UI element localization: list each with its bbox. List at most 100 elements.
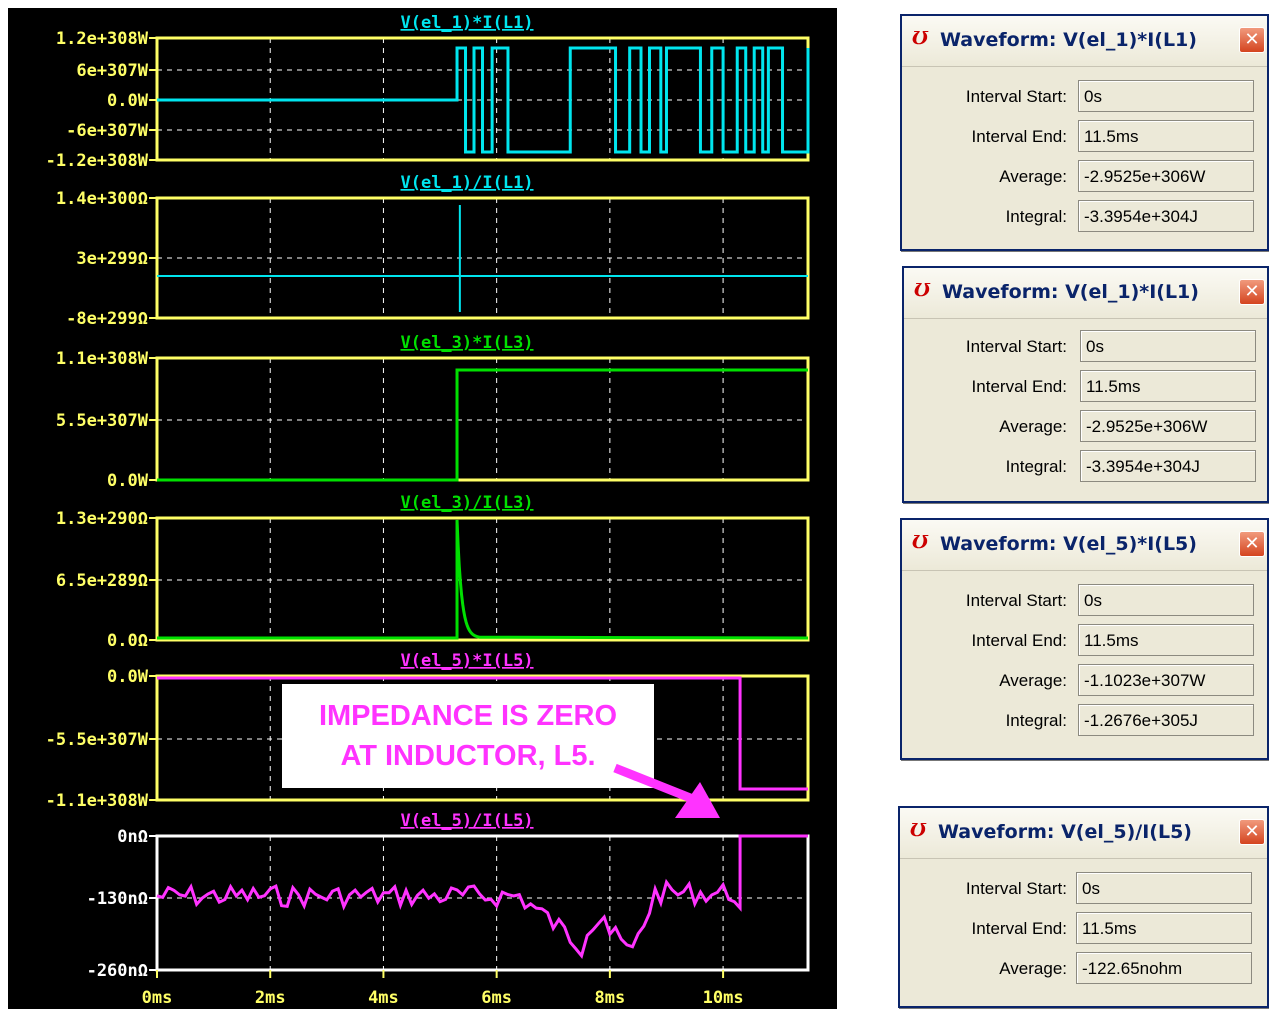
- average-row: Average: -2.9525e+306W: [902, 160, 1267, 192]
- interval-end-label: Interval End:: [971, 919, 1067, 938]
- y-tick-label: 6e+307W: [76, 61, 148, 81]
- dialog-title: Waveform: V(el_5)/I(L5): [938, 821, 1192, 843]
- interval-end-field[interactable]: 11.5ms: [1080, 370, 1256, 402]
- average-label: Average:: [999, 167, 1067, 186]
- pane-title-1: V(el_1)*I(L1): [400, 13, 533, 33]
- interval-end-row: Interval End: 11.5ms: [900, 912, 1267, 944]
- average-field[interactable]: -2.9525e+306W: [1078, 160, 1254, 192]
- pane-title-2: V(el_1)/I(L1): [400, 173, 533, 193]
- y-tick-label: -5.5e+307W: [46, 730, 149, 750]
- dialog-title: Waveform: V(el_5)*I(L5): [940, 533, 1197, 555]
- y-tick-label: 1.3e+290Ω: [56, 509, 148, 529]
- y-tick-label: 0.0W: [107, 91, 149, 111]
- y-tick-label: 0.0Ω: [107, 631, 148, 651]
- close-button[interactable]: ✕: [1239, 819, 1265, 845]
- pane-title-5: V(el_5)*I(L5): [400, 651, 533, 671]
- plot-background: [8, 8, 837, 1009]
- interval-start-label: Interval Start:: [965, 87, 1067, 106]
- annotation-box: [282, 684, 654, 788]
- integral-row: Integral: -1.2676e+305J: [902, 704, 1267, 736]
- interval-start-field[interactable]: 0s: [1078, 80, 1254, 112]
- integral-label: Integral:: [1005, 207, 1067, 226]
- interval-start-row: Interval Start: 0s: [902, 80, 1267, 112]
- average-label: Average:: [999, 959, 1067, 978]
- y-tick-label: -1.1e+308W: [46, 791, 149, 811]
- integral-label: Integral:: [1005, 711, 1067, 730]
- y-tick-label: -260nΩ: [87, 961, 148, 981]
- average-label: Average:: [999, 671, 1067, 690]
- dialog-title: Waveform: V(el_1)*I(L1): [940, 29, 1197, 51]
- waveform-plot[interactable]: 1.2e+308W 6e+307W 0.0W -6e+307W -1.2e+308W V(…: [0, 0, 837, 1009]
- integral-field[interactable]: -3.3954e+304J: [1078, 200, 1254, 232]
- interval-end-label: Interval End:: [971, 377, 1067, 396]
- ltspice-waveform-icon: Ʊ: [912, 28, 929, 49]
- close-button[interactable]: ✕: [1239, 531, 1265, 557]
- ltspice-waveform-icon: Ʊ: [910, 820, 927, 841]
- interval-start-field[interactable]: 0s: [1080, 330, 1256, 362]
- interval-end-row: Interval End: 11.5ms: [904, 370, 1267, 402]
- y-tick-label: -1.2e+308W: [46, 151, 149, 171]
- pane-title-4: V(el_3)/I(L3): [400, 493, 533, 513]
- interval-start-field[interactable]: 0s: [1078, 584, 1254, 616]
- close-button[interactable]: ✕: [1239, 27, 1265, 53]
- interval-start-field[interactable]: 0s: [1076, 872, 1252, 904]
- waveform-dialog-1[interactable]: Ʊ Waveform: V(el_1)*I(L1) ✕ Interval Sta…: [900, 14, 1269, 251]
- pane-frame-6: [155, 834, 810, 972]
- interval-start-row: Interval Start: 0s: [904, 330, 1267, 362]
- average-row: Average: -1.1023e+307W: [902, 664, 1267, 696]
- y-tick-label: 1.2e+308W: [56, 29, 149, 49]
- waveform-dialog-3[interactable]: Ʊ Waveform: V(el_5)*I(L5) ✕ Interval Sta…: [900, 518, 1269, 760]
- y-tick-label: 0nΩ: [117, 827, 148, 847]
- trace-vel5-impedance: [156, 834, 808, 959]
- waveform-dialog-4[interactable]: Ʊ Waveform: V(el_5)/I(L5) ✕ Interval Sta…: [898, 806, 1269, 1008]
- trace-vel3-power: [157, 368, 808, 482]
- dialog-title: Waveform: V(el_1)*I(L1): [942, 281, 1199, 303]
- dialog-titlebar[interactable]: Ʊ Waveform: V(el_1)*I(L1) ✕: [902, 16, 1267, 67]
- dialog-titlebar[interactable]: Ʊ Waveform: V(el_1)*I(L1) ✕: [904, 268, 1267, 319]
- interval-start-label: Interval Start:: [965, 337, 1067, 356]
- integral-field[interactable]: -3.3954e+304J: [1080, 450, 1256, 482]
- trace-vel5-power: [157, 676, 808, 791]
- y-tick-label: -6e+307W: [66, 121, 149, 141]
- trace-vel3-impedance: [157, 519, 809, 640]
- average-field[interactable]: -1.1023e+307W: [1078, 664, 1254, 696]
- y-tick-label: 1.4e+300Ω: [56, 189, 148, 209]
- interval-end-row: Interval End: 11.5ms: [902, 624, 1267, 656]
- integral-row: Integral: -3.3954e+304J: [904, 450, 1267, 482]
- ltspice-waveform-icon: Ʊ: [912, 532, 929, 553]
- average-field[interactable]: -122.65nohm: [1076, 952, 1252, 984]
- interval-start-label: Interval Start:: [965, 879, 1067, 898]
- interval-end-label: Interval End:: [971, 631, 1067, 650]
- x-tick-label: 2ms: [255, 988, 286, 1008]
- waveform-dialog-2[interactable]: Ʊ Waveform: V(el_1)*I(L1) ✕ Interval Sta…: [902, 266, 1269, 503]
- y-tick-label: -8e+299Ω: [66, 309, 148, 329]
- pane-title-3: V(el_3)*I(L3): [400, 333, 533, 353]
- interval-start-label: Interval Start:: [965, 591, 1067, 610]
- x-tick-label: 0ms: [142, 988, 173, 1008]
- interval-end-field[interactable]: 11.5ms: [1078, 120, 1254, 152]
- close-button[interactable]: ✕: [1239, 279, 1265, 305]
- interval-end-row: Interval End: 11.5ms: [902, 120, 1267, 152]
- average-field[interactable]: -2.9525e+306W: [1080, 410, 1256, 442]
- interval-start-row: Interval Start: 0s: [900, 872, 1267, 904]
- y-tick-label: 0.0W: [107, 667, 149, 687]
- average-row: Average: -122.65nohm: [900, 952, 1267, 984]
- average-row: Average: -2.9525e+306W: [904, 410, 1267, 442]
- pane-title-6: V(el_5)/I(L5): [400, 811, 533, 831]
- x-tick-label: 10ms: [703, 988, 744, 1008]
- integral-label: Integral:: [1005, 457, 1067, 476]
- y-tick-label: 6.5e+289Ω: [56, 571, 148, 591]
- integral-row: Integral: -3.3954e+304J: [902, 200, 1267, 232]
- integral-field[interactable]: -1.2676e+305J: [1078, 704, 1254, 736]
- x-tick-label: 6ms: [481, 988, 512, 1008]
- y-tick-label: 1.1e+308W: [56, 349, 149, 369]
- interval-start-row: Interval Start: 0s: [902, 584, 1267, 616]
- interval-end-field[interactable]: 11.5ms: [1076, 912, 1252, 944]
- x-tick-label: 4ms: [368, 988, 399, 1008]
- average-label: Average:: [999, 417, 1067, 436]
- trace-vel1-power: [157, 46, 810, 154]
- x-tick-label: 8ms: [595, 988, 626, 1008]
- dialog-titlebar[interactable]: Ʊ Waveform: V(el_5)/I(L5) ✕: [900, 808, 1267, 859]
- interval-end-field[interactable]: 11.5ms: [1078, 624, 1254, 656]
- dialog-titlebar[interactable]: Ʊ Waveform: V(el_5)*I(L5) ✕: [902, 520, 1267, 571]
